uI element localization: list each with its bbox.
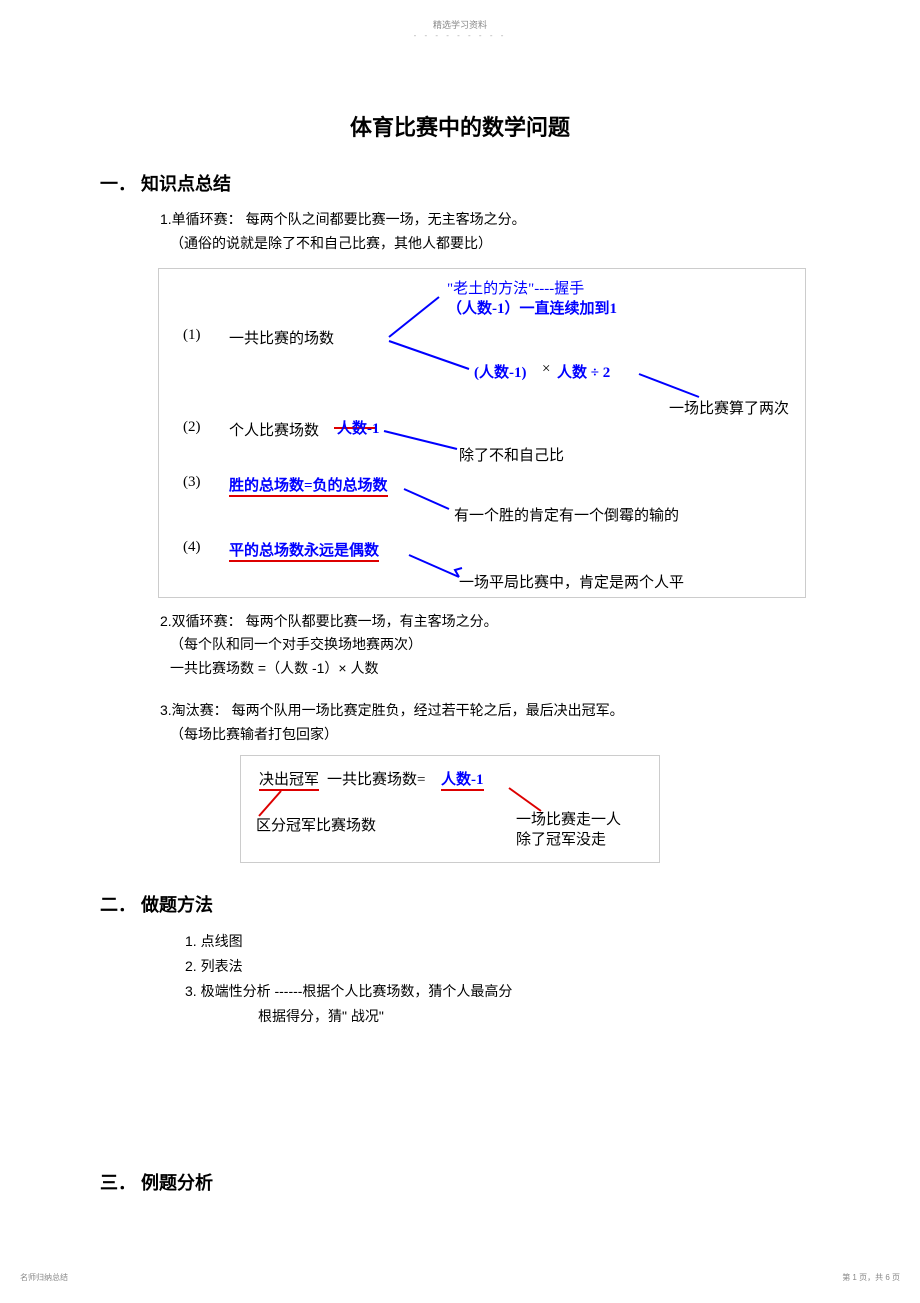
header-label: 精选学习资料 bbox=[0, 0, 920, 31]
d1-row2-formula: 人数-1 bbox=[337, 417, 380, 438]
item2-line2: （每个队和同一个对手交换场地赛两次） bbox=[170, 633, 840, 657]
d1-row1-botx: × bbox=[542, 361, 550, 378]
footer-right: 第 1 页，共 6 页 bbox=[842, 1272, 900, 1283]
d1-row2-note: 除了不和自己比 bbox=[459, 444, 564, 465]
item1-line2: （通俗的说就是除了不和自己比赛，其他人都要比） bbox=[170, 232, 840, 256]
method-1: 1. 点线图 bbox=[185, 929, 840, 954]
section-examples: 三． 例题分析 bbox=[100, 1169, 840, 1195]
d2-bot-right2: 除了冠军没走 bbox=[516, 828, 606, 849]
d1-row1-num: (1) bbox=[183, 327, 201, 344]
section-methods: 二． 做题方法 1. 点线图 2. 列表法 3. 极端性分析 ------根据个… bbox=[100, 891, 840, 1030]
d2-bot-right1: 一场比赛走一人 bbox=[516, 808, 621, 829]
d2-bot-left: 区分冠军比赛场数 bbox=[256, 814, 376, 835]
d1-row1-topa: "老土的方法"----握手 bbox=[447, 277, 584, 298]
d1-row3-note: 有一个胜的肯定有一个倒霉的输的 bbox=[454, 504, 679, 525]
d2-top-b: 一共比赛场数= bbox=[327, 768, 425, 789]
d1-row1-note: 一场比赛算了两次 bbox=[669, 397, 789, 418]
d1-row1-bot: (人数-1) bbox=[474, 361, 527, 382]
item1-line1: 1.单循环赛： 每两个队之间都要比赛一场，无主客场之分。 bbox=[160, 208, 840, 232]
d1-row1-topb: （人数-1）一直连续加到1 bbox=[447, 297, 617, 318]
method-2: 2. 列表法 bbox=[185, 954, 840, 979]
item3-line1: 3.淘汰赛： 每两个队用一场比赛定胜负，经过若干轮之后，最后决出冠军。 bbox=[160, 699, 840, 723]
footer-left: 名师归纳总结 bbox=[20, 1272, 68, 1283]
diagram-round-robin: (1) 一共比赛的场数 "老土的方法"----握手 （人数-1）一直连续加到1 … bbox=[158, 268, 806, 598]
d2-top-c: 人数-1 bbox=[441, 768, 484, 791]
d1-row1-label: 一共比赛的场数 bbox=[229, 327, 334, 348]
d1-row4-note: 一场平局比赛中，肯定是两个人平 bbox=[459, 571, 684, 592]
item2-line3: 一共比赛场数 =（人数 -1）× 人数 bbox=[170, 657, 840, 681]
diagram-knockout: 决出冠军 一共比赛场数= 人数-1 区分冠军比赛场数 一场比赛走一人 除了冠军没… bbox=[240, 755, 660, 863]
d1-row2-num: (2) bbox=[183, 419, 201, 436]
item2-line1: 2.双循环赛： 每两个队都要比赛一场，有主客场之分。 bbox=[160, 610, 840, 634]
d1-row4-label: 平的总场数永远是偶数 bbox=[229, 539, 379, 562]
item3-line2: （每场比赛输者打包回家） bbox=[170, 723, 840, 747]
d1-row3-label: 胜的总场数=负的总场数 bbox=[229, 474, 388, 497]
section1-heading: 一． 知识点总结 bbox=[100, 170, 840, 196]
d2-top-a: 决出冠军 bbox=[259, 768, 319, 791]
header-dots: - - - - - - - - - bbox=[0, 31, 920, 40]
d1-row1-botafter: 人数 ÷ 2 bbox=[557, 361, 610, 382]
page-title: 体育比赛中的数学问题 bbox=[0, 110, 920, 142]
d1-row3-num: (3) bbox=[183, 474, 201, 491]
d1-row4-num: (4) bbox=[183, 539, 201, 556]
method-3: 3. 极端性分析 ------根据个人比赛场数，猜个人最高分 bbox=[185, 979, 840, 1004]
section-knowledge: 一． 知识点总结 1.单循环赛： 每两个队之间都要比赛一场，无主客场之分。 （通… bbox=[100, 170, 840, 863]
method-3b: 根据得分，猜" 战况" bbox=[258, 1004, 840, 1029]
section2-heading: 二． 做题方法 bbox=[100, 891, 840, 917]
section3-heading: 三． 例题分析 bbox=[100, 1169, 840, 1195]
d1-row2-label: 个人比赛场数 bbox=[229, 419, 319, 440]
